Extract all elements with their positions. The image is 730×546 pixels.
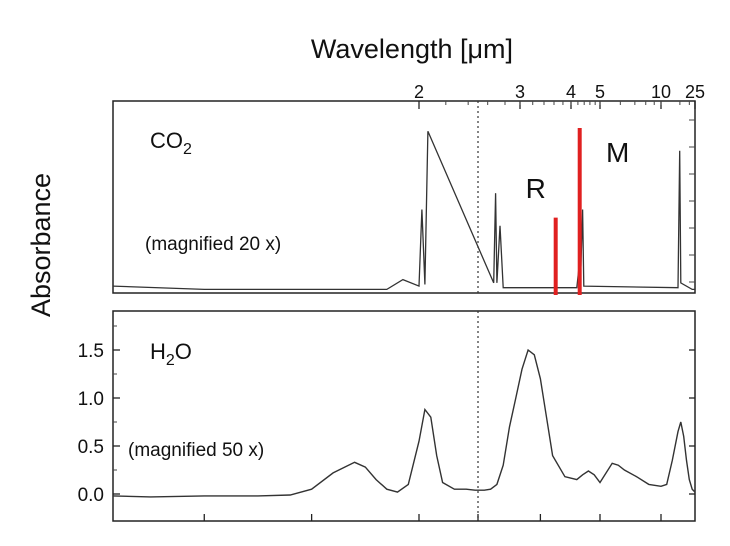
wavelength-ticks: 2 3 4 5 10 25 bbox=[414, 82, 705, 109]
region-label-m: M bbox=[606, 137, 629, 168]
h2o-y-tick-label: 0.5 bbox=[78, 437, 104, 458]
wavelength-tick-label: 10 bbox=[651, 82, 671, 102]
wavelength-tick-label: 3 bbox=[515, 82, 525, 102]
co2-magnification-note: (magnified 20 x) bbox=[145, 234, 281, 255]
absorbance-axis-title: Absorbance bbox=[26, 173, 56, 317]
co2-panel-frame bbox=[112, 100, 696, 294]
region-label-r: R bbox=[526, 173, 546, 204]
wavelength-tick-label: 25 bbox=[685, 82, 705, 102]
h2o-x-ticks bbox=[203, 514, 662, 521]
h2o-panel: 0.0 0.5 1.0 1.5 H2O (magnified 50 x) bbox=[78, 310, 696, 522]
h2o-y-tick-label: 1.0 bbox=[78, 389, 104, 410]
co2-y-ticks bbox=[689, 119, 695, 283]
wavelength-tick-label: 5 bbox=[595, 82, 605, 102]
co2-panel-label: CO2 bbox=[150, 128, 192, 158]
co2-region-markers: RM bbox=[526, 128, 629, 295]
wavelength-tick-label: 2 bbox=[414, 82, 424, 102]
h2o-spectrum-line bbox=[112, 348, 696, 498]
h2o-y-tick-label: 1.5 bbox=[78, 341, 104, 362]
h2o-panel-label: H2O bbox=[150, 339, 192, 369]
wavelength-axis-title: Wavelength [μm] bbox=[311, 34, 513, 64]
co2-spectrum-line bbox=[112, 131, 695, 291]
wavelength-tick-label: 4 bbox=[566, 82, 576, 102]
h2o-y-ticks: 0.0 0.5 1.0 1.5 bbox=[78, 325, 695, 506]
h2o-magnification-note: (magnified 50 x) bbox=[128, 440, 264, 461]
co2-panel: 2 3 4 5 10 25 CO2 (magnified 20 x) RM bbox=[112, 82, 705, 295]
h2o-panel-frame bbox=[112, 310, 696, 522]
h2o-y-tick-label: 0.0 bbox=[78, 485, 104, 506]
